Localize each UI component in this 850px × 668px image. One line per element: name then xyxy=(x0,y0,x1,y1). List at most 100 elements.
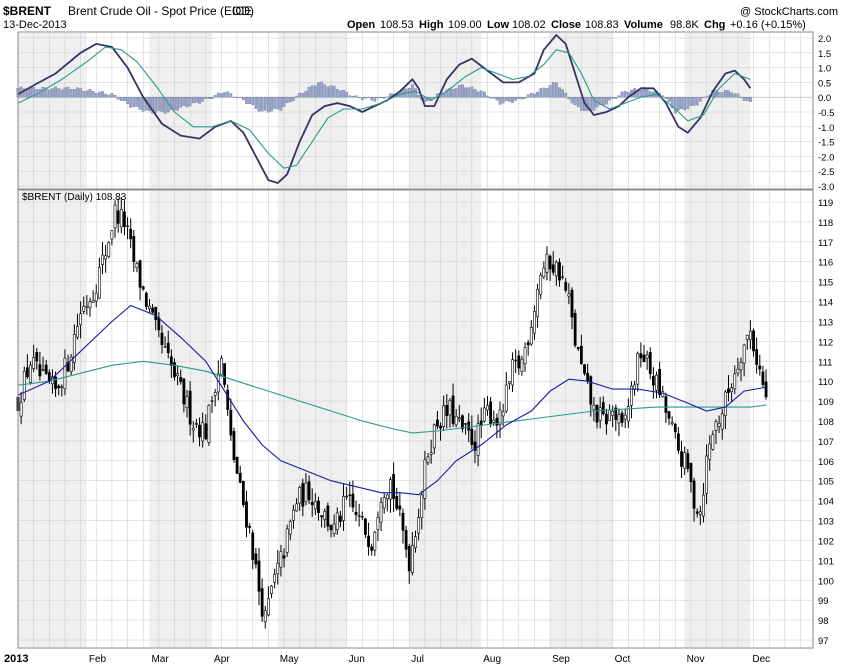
candle-body xyxy=(551,264,555,273)
indicator-y-tick: -1.5 xyxy=(818,138,834,149)
candle-body xyxy=(335,512,339,530)
macd-histogram-bar xyxy=(576,97,580,108)
candle-body xyxy=(179,377,183,383)
macd-histogram-bar xyxy=(301,93,305,98)
candle-body xyxy=(498,409,502,426)
candle-body xyxy=(420,494,424,518)
candle-body xyxy=(554,261,558,277)
candle-body xyxy=(517,355,521,369)
candle-body xyxy=(345,495,349,498)
macd-histogram-bar xyxy=(63,87,67,98)
candle-body xyxy=(692,480,696,509)
candle-body xyxy=(276,562,280,575)
macd-histogram-bar xyxy=(348,95,352,98)
macd-histogram-bar xyxy=(335,89,339,98)
month-shade xyxy=(277,33,347,188)
sma200-line xyxy=(17,360,767,434)
macd-histogram-bar xyxy=(54,86,57,98)
macd-histogram-bar xyxy=(733,93,737,98)
macd-histogram-bar xyxy=(724,89,727,98)
candle-body xyxy=(376,517,380,530)
candle-body xyxy=(570,289,574,318)
macd-histogram-bar xyxy=(82,90,86,98)
macd-signal-line xyxy=(17,46,751,169)
open-value: 108.53 xyxy=(380,19,414,31)
candle-body xyxy=(611,411,615,416)
price-y-tick: 113 xyxy=(818,317,833,328)
candle-body xyxy=(520,358,524,372)
candle-body xyxy=(113,204,117,229)
candle-body xyxy=(204,423,208,440)
candle-body xyxy=(576,347,580,350)
candle-body xyxy=(451,395,455,424)
candle-body xyxy=(583,364,586,374)
candle-body xyxy=(141,286,145,290)
macd-histogram-bar xyxy=(498,97,502,105)
macd-histogram-bar xyxy=(191,97,195,104)
macd-histogram-bar xyxy=(533,93,536,98)
candle-body xyxy=(667,411,671,419)
macd-histogram-bar xyxy=(226,91,230,98)
candle-body xyxy=(717,423,721,427)
candle-body xyxy=(529,326,533,345)
macd-histogram-bar xyxy=(379,97,383,98)
candle-body xyxy=(407,546,411,572)
macd-histogram-bar xyxy=(179,97,183,108)
macd-histogram-bar xyxy=(313,85,317,98)
candle-body xyxy=(357,515,361,517)
price-y-tick: 105 xyxy=(818,477,834,488)
candle-body xyxy=(248,525,252,528)
macd-histogram-bar xyxy=(207,97,211,99)
macd-histogram-bar xyxy=(160,97,164,112)
indicator-y-tick: 0.0 xyxy=(818,93,831,104)
macd-histogram-bar xyxy=(267,97,270,113)
x-tick-label: Aug xyxy=(483,654,501,665)
candle-body xyxy=(304,482,308,503)
candle-body xyxy=(648,352,652,374)
candle-body xyxy=(442,405,446,427)
macd-histogram-bar xyxy=(154,97,158,113)
candle-body xyxy=(598,407,602,421)
candle-body xyxy=(360,516,364,518)
candle-body xyxy=(695,511,699,514)
macd-histogram-bar xyxy=(292,97,295,101)
macd-histogram-bar xyxy=(598,97,602,105)
candle-body xyxy=(504,384,508,412)
macd-histogram-bar xyxy=(72,89,76,98)
macd-histogram-bar xyxy=(551,82,555,98)
candle-body xyxy=(639,353,643,359)
macd-histogram-bar xyxy=(580,97,583,111)
candle-body xyxy=(238,472,242,483)
macd-histogram-bar xyxy=(151,97,154,114)
macd-histogram-bar xyxy=(614,97,618,99)
macd-histogram-bar xyxy=(248,97,251,105)
macd-histogram-bar xyxy=(88,89,92,98)
candle-body xyxy=(702,494,705,517)
candle-body xyxy=(29,364,32,383)
indicator-y-tick: 1.5 xyxy=(818,49,831,60)
macd-histogram-bar xyxy=(385,96,389,98)
macd-histogram-bar xyxy=(257,97,261,112)
chg-value: +0.16 (+0.15%) xyxy=(730,19,806,31)
candle-body xyxy=(35,352,39,362)
candle-body xyxy=(392,473,395,499)
macd-histogram-bar xyxy=(94,93,98,98)
candle-body xyxy=(119,209,123,228)
symbol-name: Brent Crude Oil - Spot Price (EOD) xyxy=(68,4,254,18)
candle-body xyxy=(185,396,189,409)
macd-histogram-bar xyxy=(44,87,48,98)
macd-histogram-bar xyxy=(414,88,417,98)
candle-body xyxy=(263,610,267,623)
quote-bar: Open 108.53 High 109.00 Low 108.02 Close… xyxy=(347,19,806,31)
candle-body xyxy=(282,555,286,559)
macd-histogram-bar xyxy=(529,93,533,98)
candle-body xyxy=(104,255,108,260)
month-shade xyxy=(149,191,213,647)
candle-body xyxy=(761,371,765,385)
macd-histogram-bar xyxy=(605,97,608,105)
candle-body xyxy=(351,493,355,508)
candle-body xyxy=(454,416,458,426)
macd-histogram-bar xyxy=(91,91,95,98)
macd-histogram-bar xyxy=(173,97,176,111)
x-tick-label: Apr xyxy=(214,654,230,665)
